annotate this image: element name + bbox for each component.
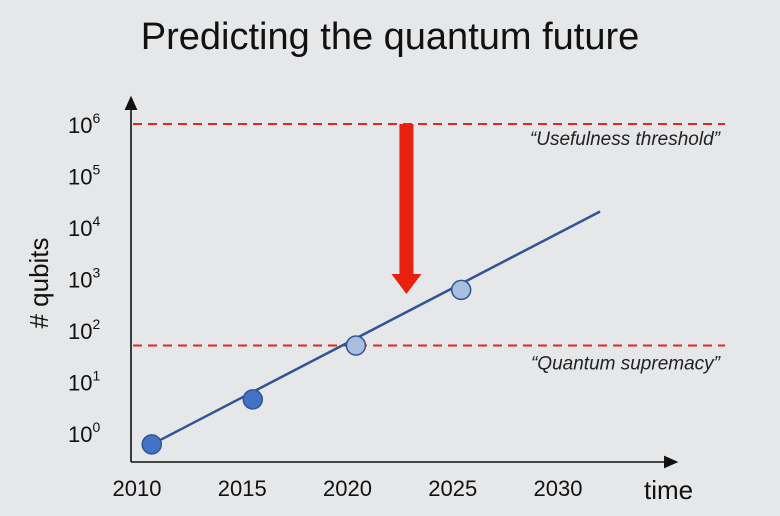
y-tick-exponent: 0: [92, 419, 100, 435]
x-tick-label: 2020: [323, 476, 372, 501]
y-tick-label: 101: [68, 368, 100, 396]
down-arrow: [391, 124, 422, 295]
y-tick-base: 10: [68, 268, 92, 293]
y-tick-exponent: 6: [92, 110, 100, 126]
y-tick-label: 105: [68, 162, 100, 190]
y-tick-exponent: 4: [92, 213, 100, 229]
x-axis-label: time: [644, 475, 693, 505]
y-tick-base: 10: [68, 165, 92, 190]
y-tick-label: 106: [68, 110, 100, 138]
threshold-label: “Usefulness threshold”: [530, 129, 722, 150]
data-point: [450, 279, 472, 301]
y-tick-label: 102: [68, 316, 100, 344]
y-tick-base: 10: [68, 422, 92, 447]
data-point: [141, 434, 162, 455]
x-tick-label: 2015: [218, 476, 267, 501]
chart-title: Predicting the quantum future: [140, 16, 640, 58]
trend-line: [151, 210, 601, 446]
y-tick-base: 10: [68, 371, 92, 396]
y-tick-label: 104: [68, 213, 100, 241]
y-tick-base: 10: [68, 113, 92, 138]
y-tick-base: 10: [68, 216, 92, 241]
data-point: [242, 389, 264, 410]
y-tick-exponent: 3: [92, 265, 100, 281]
x-tick-label: 2030: [534, 476, 583, 501]
y-tick-label: 103: [68, 265, 100, 293]
y-tick-base: 10: [68, 319, 92, 344]
y-tick-label: 100: [68, 419, 100, 447]
data-point: [345, 335, 367, 356]
y-axis-label: # qubits: [24, 237, 54, 328]
threshold-label: “Quantum supremacy”: [531, 354, 722, 375]
y-tick-exponent: 5: [92, 162, 100, 178]
x-tick-label: 2010: [113, 476, 162, 501]
y-tick-exponent: 1: [92, 368, 100, 384]
y-tick-exponent: 2: [92, 316, 100, 332]
x-tick-label: 2025: [428, 476, 477, 501]
